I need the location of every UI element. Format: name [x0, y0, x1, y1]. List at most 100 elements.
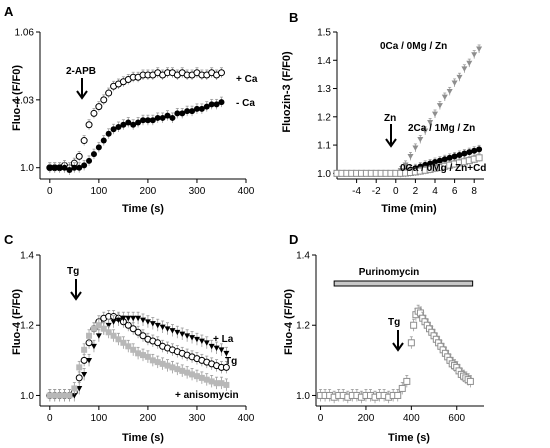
- data-point: [436, 103, 443, 109]
- data-point: [81, 371, 88, 378]
- data-point: [100, 96, 108, 104]
- data-point: [407, 339, 415, 347]
- data-point: [218, 99, 225, 106]
- x-tick-label: 4: [432, 186, 438, 197]
- data-point: [110, 126, 117, 133]
- data-point: [56, 164, 63, 171]
- data-point: [432, 111, 438, 117]
- data-point: [125, 119, 132, 126]
- data-point: [154, 359, 161, 366]
- data-point: [120, 339, 127, 346]
- series-0ca-0mg-zn-cd: [333, 153, 483, 178]
- data-point: [456, 74, 463, 81]
- data-point: [410, 321, 418, 329]
- data-point: [115, 123, 122, 130]
- panel-b-legend-0ca-0mg-zn-cd: 0Ca / 0Mg / Zn+Cd: [400, 163, 486, 174]
- data-point: [451, 80, 458, 86]
- data-point: [466, 60, 473, 67]
- data-point: [208, 343, 215, 350]
- data-point: [71, 164, 78, 171]
- panel-c-plot-area: [46, 310, 230, 402]
- panel-a: A Fluo-4 (F/F0) Time (s) 0 100 200 300 400 1.…: [4, 4, 258, 215]
- x-tick-label: 0: [47, 186, 53, 197]
- data-point: [95, 322, 102, 329]
- panel-a-ylabel: Fluo-4 (F/F0): [11, 65, 23, 131]
- data-point: [139, 332, 147, 340]
- panel-d-axes: 0 200 400 600 1.0 1.2 1.4: [296, 251, 484, 424]
- y-tick-label: 1.0: [20, 391, 34, 402]
- data-point: [198, 338, 205, 345]
- data-point: [120, 121, 127, 128]
- data-point: [174, 110, 181, 117]
- data-point: [135, 119, 142, 126]
- panel-b-legend-2ca-1mg-zn: 2Ca / 1Mg / Zn: [408, 123, 475, 134]
- data-point: [189, 371, 196, 378]
- y-tick-label: 1.1: [317, 141, 331, 152]
- panel-c-ylabel: Fluo-4 (F/F0): [11, 289, 23, 355]
- series--ca: [46, 67, 225, 173]
- data-point: [198, 374, 205, 381]
- data-point: [125, 315, 132, 322]
- panel-a-arrow-label: 2-APB: [66, 66, 96, 77]
- data-point: [66, 392, 73, 399]
- panel-c-arrow-label: Tg: [67, 266, 79, 277]
- data-point: [149, 321, 156, 327]
- data-point: [46, 392, 53, 399]
- panel-d-bar-label: Purinomycin: [359, 267, 420, 278]
- x-tick-label: 6: [452, 186, 458, 197]
- panel-a-xlabel: Time (s): [122, 203, 164, 215]
- x-tick-label: 100: [91, 413, 108, 424]
- x-tick-label: 300: [189, 186, 206, 197]
- data-point: [134, 328, 142, 336]
- data-point: [179, 367, 186, 374]
- data-point: [394, 391, 402, 399]
- panel-b-arrow-label: Zn: [384, 113, 396, 124]
- data-point: [189, 335, 196, 341]
- data-point: [193, 105, 200, 112]
- data-point: [130, 346, 137, 353]
- panel-b-legend-0ca-0mg-zn: 0Ca / 0Mg / Zn: [380, 41, 447, 52]
- panel-b-ylabel: Fluozin-3 (F/F0): [281, 51, 293, 133]
- data-point: [140, 117, 146, 124]
- y-tick-label: 1.4: [296, 251, 310, 262]
- data-point: [100, 137, 107, 144]
- x-tick-label: 100: [91, 186, 108, 197]
- data-point: [80, 137, 88, 145]
- data-point: [105, 329, 112, 336]
- data-point: [184, 369, 191, 376]
- x-tick-label: 200: [140, 413, 157, 424]
- data-point: [85, 121, 93, 129]
- data-point: [125, 343, 132, 350]
- data-point: [154, 322, 161, 329]
- data-point: [471, 147, 478, 154]
- data-point: [451, 153, 458, 160]
- data-point: [213, 345, 220, 352]
- data-point: [61, 164, 68, 171]
- data-point: [149, 117, 156, 124]
- data-point: [81, 162, 88, 169]
- series--anisomycin: [46, 318, 230, 402]
- data-point: [115, 317, 122, 323]
- data-point: [402, 162, 409, 168]
- data-point: [193, 373, 200, 380]
- data-point: [46, 164, 53, 171]
- data-point: [130, 121, 137, 128]
- data-point: [441, 156, 448, 163]
- panel-b-plot-area: [333, 44, 483, 178]
- data-point: [164, 362, 171, 369]
- x-tick-label: 2: [413, 186, 419, 197]
- data-point: [149, 357, 156, 364]
- data-point: [90, 343, 97, 350]
- data-point: [115, 336, 122, 343]
- panel-d-ylabel: Fluo-4 (F/F0): [283, 289, 295, 355]
- data-point: [193, 336, 200, 343]
- data-point: [144, 117, 151, 124]
- panel-c-legend-anisomycin: + anisomycin: [175, 390, 239, 401]
- data-point: [129, 325, 137, 333]
- y-tick-label: 1.2: [317, 112, 331, 123]
- panel-c-down-arrow-icon: [70, 279, 82, 301]
- y-tick-label: 1.4: [20, 251, 34, 262]
- data-point: [140, 317, 146, 323]
- panel-a-legend-minus-ca: - Ca: [236, 98, 255, 109]
